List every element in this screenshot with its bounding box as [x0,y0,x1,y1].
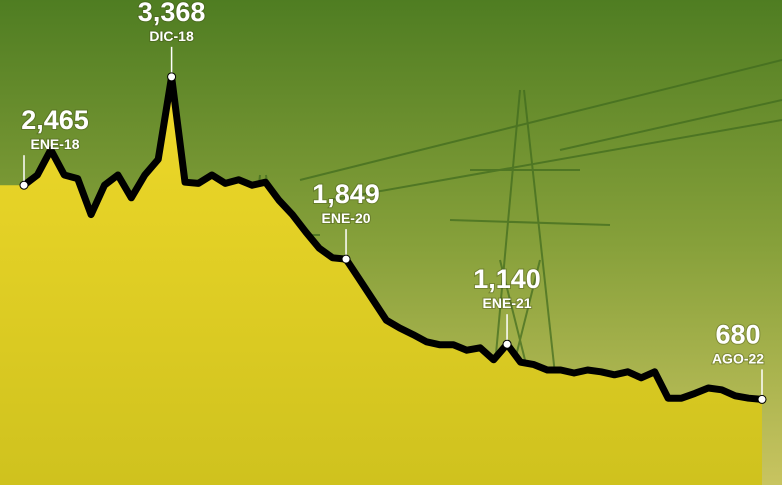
point [758,395,766,403]
category-label: DIC-18 [149,28,194,44]
bottom-strip [0,485,782,491]
point [20,181,28,189]
category-label: ENE-18 [30,136,79,152]
page: 2,465ENE-18 3,368DIC-18 1,849ENE-20 1,140EN… [0,0,782,491]
chart: 2,465ENE-18 3,368DIC-18 1,849ENE-20 1,140EN… [0,0,782,491]
point [503,340,511,348]
value-label: 680 [715,319,760,349]
value-label: 2,465 [21,105,89,135]
value-label: 3,368 [138,0,206,27]
point [168,73,176,81]
point [342,255,350,263]
category-label: ENE-20 [322,210,371,226]
category-label: ENE-21 [483,295,532,311]
value-label: 1,140 [473,264,541,294]
category-label: AGO-22 [712,350,764,366]
value-label: 1,849 [312,179,380,209]
